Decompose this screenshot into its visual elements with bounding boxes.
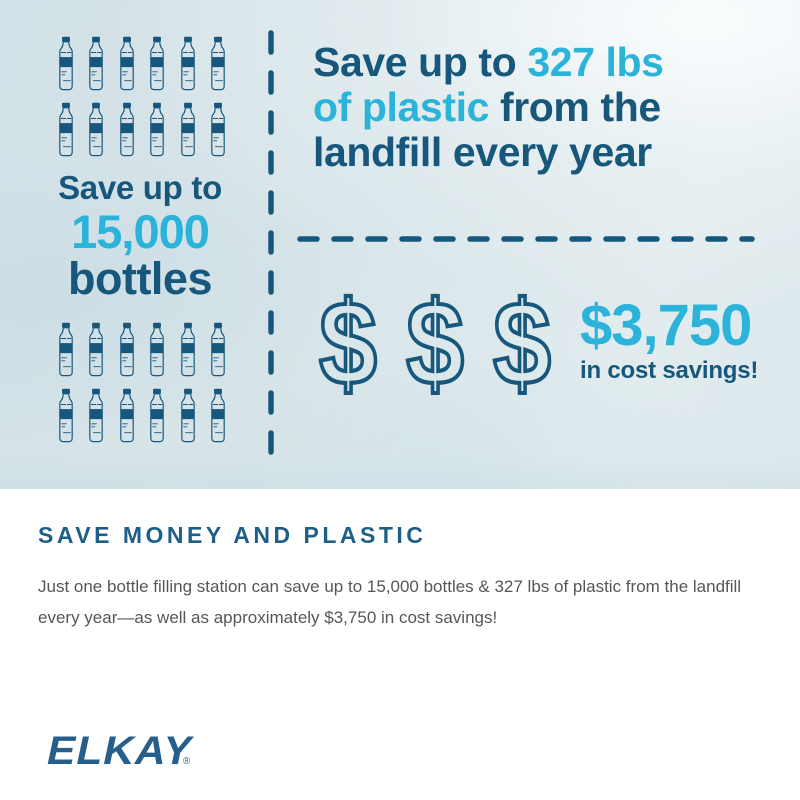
- bottles-label: bottles: [67, 253, 213, 304]
- bottle-row: [56, 102, 228, 157]
- water-bottle-icon: [120, 102, 134, 157]
- water-bottle-icon: [150, 36, 164, 91]
- plastic-savings-headline: Save up to 327 lbs of plastic from the lan…: [313, 40, 793, 175]
- water-bottle-icon: [180, 102, 195, 157]
- dollar-sign-icon: $: [405, 288, 465, 402]
- headline-segment: from the: [499, 84, 661, 130]
- water-bottle-icon: [89, 388, 104, 443]
- water-bottle-icon: [180, 388, 195, 443]
- water-bottle-icon: [89, 322, 104, 377]
- bottle-row: [56, 388, 228, 443]
- svg-text:$: $: [319, 288, 377, 402]
- bottle-grid-bottom: [56, 322, 228, 443]
- elkay-logo: ELKAY ®: [43, 729, 197, 773]
- bottle-row: [56, 322, 228, 377]
- water-bottle-icon: [150, 388, 164, 443]
- elkay-logo-wordmark: ELKAY: [42, 729, 198, 773]
- water-bottle-icon: [150, 102, 164, 157]
- water-bottle-icon: [59, 102, 73, 157]
- headline-line: of plastic from the: [313, 85, 793, 130]
- section-heading: SAVE MONEY AND PLASTIC: [38, 522, 427, 548]
- headline-segment: Save up to: [313, 39, 528, 85]
- hero-section: Save up to 15,000 bottles: [0, 0, 800, 489]
- bottle-count-value: 15,000: [71, 205, 210, 258]
- headline-segment: landfill every year: [313, 129, 652, 175]
- water-bottle-icon: [89, 36, 104, 91]
- bottle-row: [56, 36, 228, 91]
- bottles-saved-callout: Save up to 15,000 bottles: [40, 168, 240, 302]
- water-bottle-icon: [120, 388, 134, 443]
- water-bottle-icon: [120, 36, 134, 91]
- headline-segment: of plastic: [313, 84, 500, 130]
- body-text-line: every year—as well as approximately $3,7…: [38, 608, 498, 627]
- save-up-to-label: Save up to: [58, 169, 222, 206]
- headline-line: Save up to 327 lbs: [313, 40, 793, 85]
- water-bottle-icon: [180, 322, 195, 377]
- vertical-dashed-divider: [267, 28, 275, 465]
- water-bottle-icon: [150, 322, 164, 377]
- water-bottle-icon: [211, 36, 225, 91]
- cost-savings-value: $3,750: [580, 293, 752, 358]
- water-bottle-icon: [180, 36, 195, 91]
- dollar-sign-icon: $: [318, 288, 378, 402]
- info-section: SAVE MONEY AND PLASTIC Just one bottle f…: [0, 489, 800, 800]
- water-bottle-icon: [120, 322, 134, 377]
- body-text-line: Just one bottle filling station can save…: [38, 577, 742, 596]
- water-bottle-icon: [59, 388, 73, 443]
- water-bottle-icon: [211, 322, 225, 377]
- svg-text:$: $: [406, 288, 464, 402]
- cost-savings-caption: in cost savings!: [580, 357, 759, 384]
- registered-trademark-icon: ®: [182, 756, 191, 767]
- water-bottle-icon: [59, 36, 73, 91]
- body-text: Just one bottle filling station can save…: [38, 571, 760, 633]
- water-bottle-icon: [59, 322, 73, 377]
- svg-text:$: $: [493, 288, 551, 402]
- cost-savings-callout: $3,750 in cost savings!: [580, 296, 758, 385]
- water-bottle-icon: [211, 388, 225, 443]
- water-bottle-icon: [211, 102, 225, 157]
- horizontal-dashed-divider: [295, 230, 757, 248]
- water-bottle-icon: [89, 102, 104, 157]
- bottle-grid-top: [56, 36, 228, 157]
- dollar-sign-icon: $: [492, 288, 552, 402]
- headline-line: landfill every year: [313, 130, 793, 175]
- headline-segment: 327 lbs: [527, 39, 664, 85]
- dollar-signs-group: $ $ $: [318, 288, 552, 402]
